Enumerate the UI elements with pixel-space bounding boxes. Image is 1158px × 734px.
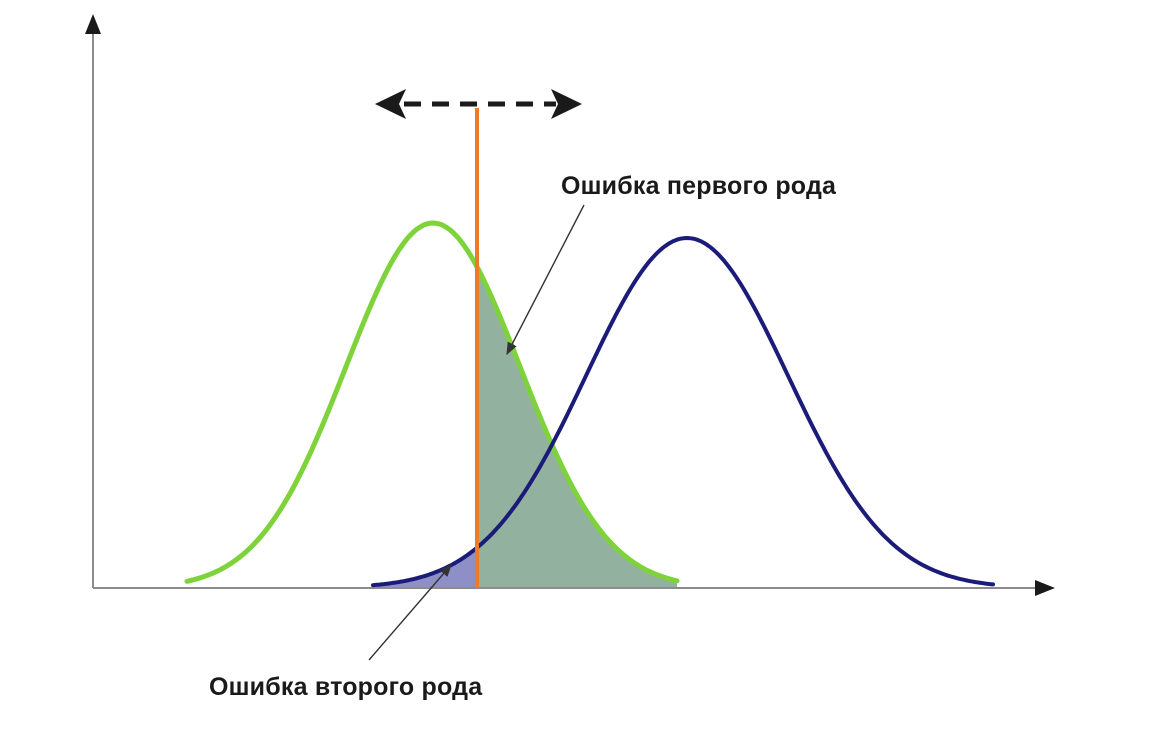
y-axis-arrow-icon	[85, 14, 101, 34]
type1-error-region	[477, 266, 677, 588]
arrow-right-icon	[551, 89, 582, 119]
null-hypothesis-curve	[184, 220, 680, 584]
arrow-left-icon	[375, 89, 406, 119]
type1-error-label: Ошибка первого рода	[561, 172, 837, 200]
type2-error-region	[373, 547, 477, 588]
alternative-hypothesis-curve	[371, 235, 995, 588]
type1-pointer-arrow	[506, 204, 585, 356]
double-headed-arrow-icon	[375, 89, 582, 119]
type2-pointer-arrow	[368, 564, 452, 661]
type2-error-label: Ошибка второго рода	[209, 673, 483, 701]
x-axis-arrow-icon	[1035, 580, 1055, 596]
